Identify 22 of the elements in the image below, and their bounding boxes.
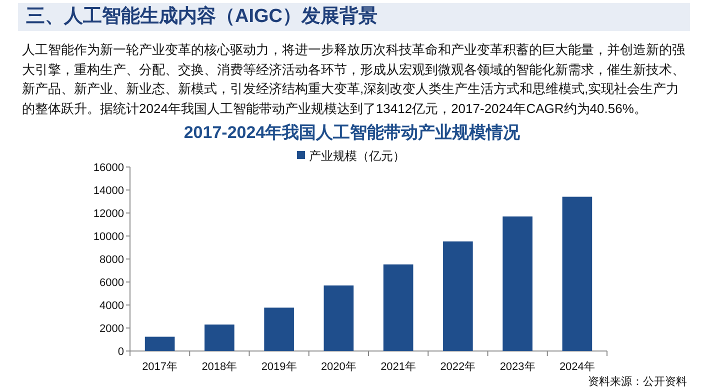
text: 资料来源：公开资料: [588, 375, 687, 389]
text: 三、人工智能生成内容（AIGC）发展背景: [18, 3, 690, 31]
x-tick-label: 2019年: [261, 361, 297, 373]
x-tick-label: 2023年: [500, 361, 536, 373]
y-tick-label: 16000: [93, 162, 124, 174]
x-tick-label: 2021年: [380, 361, 416, 373]
y-tick-label: 14000: [93, 185, 124, 197]
x-tick-label: 2017年: [142, 361, 178, 373]
legend-label: 产业规模（亿元）: [309, 149, 405, 163]
y-tick-label: 2000: [100, 323, 124, 335]
text: 人工智能作为新一轮产业变革的核心驱动力，将进一步释放历次科技革命和产业变革积蓄的巨大能量，并创造新的强大引擎，重构生产、分配、交换、消费等经济活动各环节，形成从宏观到微观各领域的智能化新需求，催生新技术、新产品、新产业、新业态、新模式，引发经济结构重大变革,深刻改变人类生产生活方式和思维模式,实现社会生产力的整体跃升。据统计2024年我国人工智能带动产业规模达到了13412亿元，2017-2024年CAGR约为40.56%。: [22, 41, 686, 118]
chart-title: 2017-2024年我国人工智能带动产业规模情况: [184, 123, 522, 142]
y-tick-label: 4000: [100, 300, 124, 312]
y-tick-label: 12000: [93, 208, 124, 220]
x-tick-label: 2020年: [320, 361, 356, 373]
x-tick-label: 2018年: [202, 361, 238, 373]
x-tick-label: 2022年: [440, 361, 476, 373]
y-tick-label: 0: [118, 346, 124, 358]
y-tick-label: 8000: [100, 254, 124, 266]
y-tick-label: 10000: [93, 231, 124, 243]
y-tick-label: 6000: [100, 277, 124, 289]
x-tick-label: 2024年: [559, 361, 595, 373]
